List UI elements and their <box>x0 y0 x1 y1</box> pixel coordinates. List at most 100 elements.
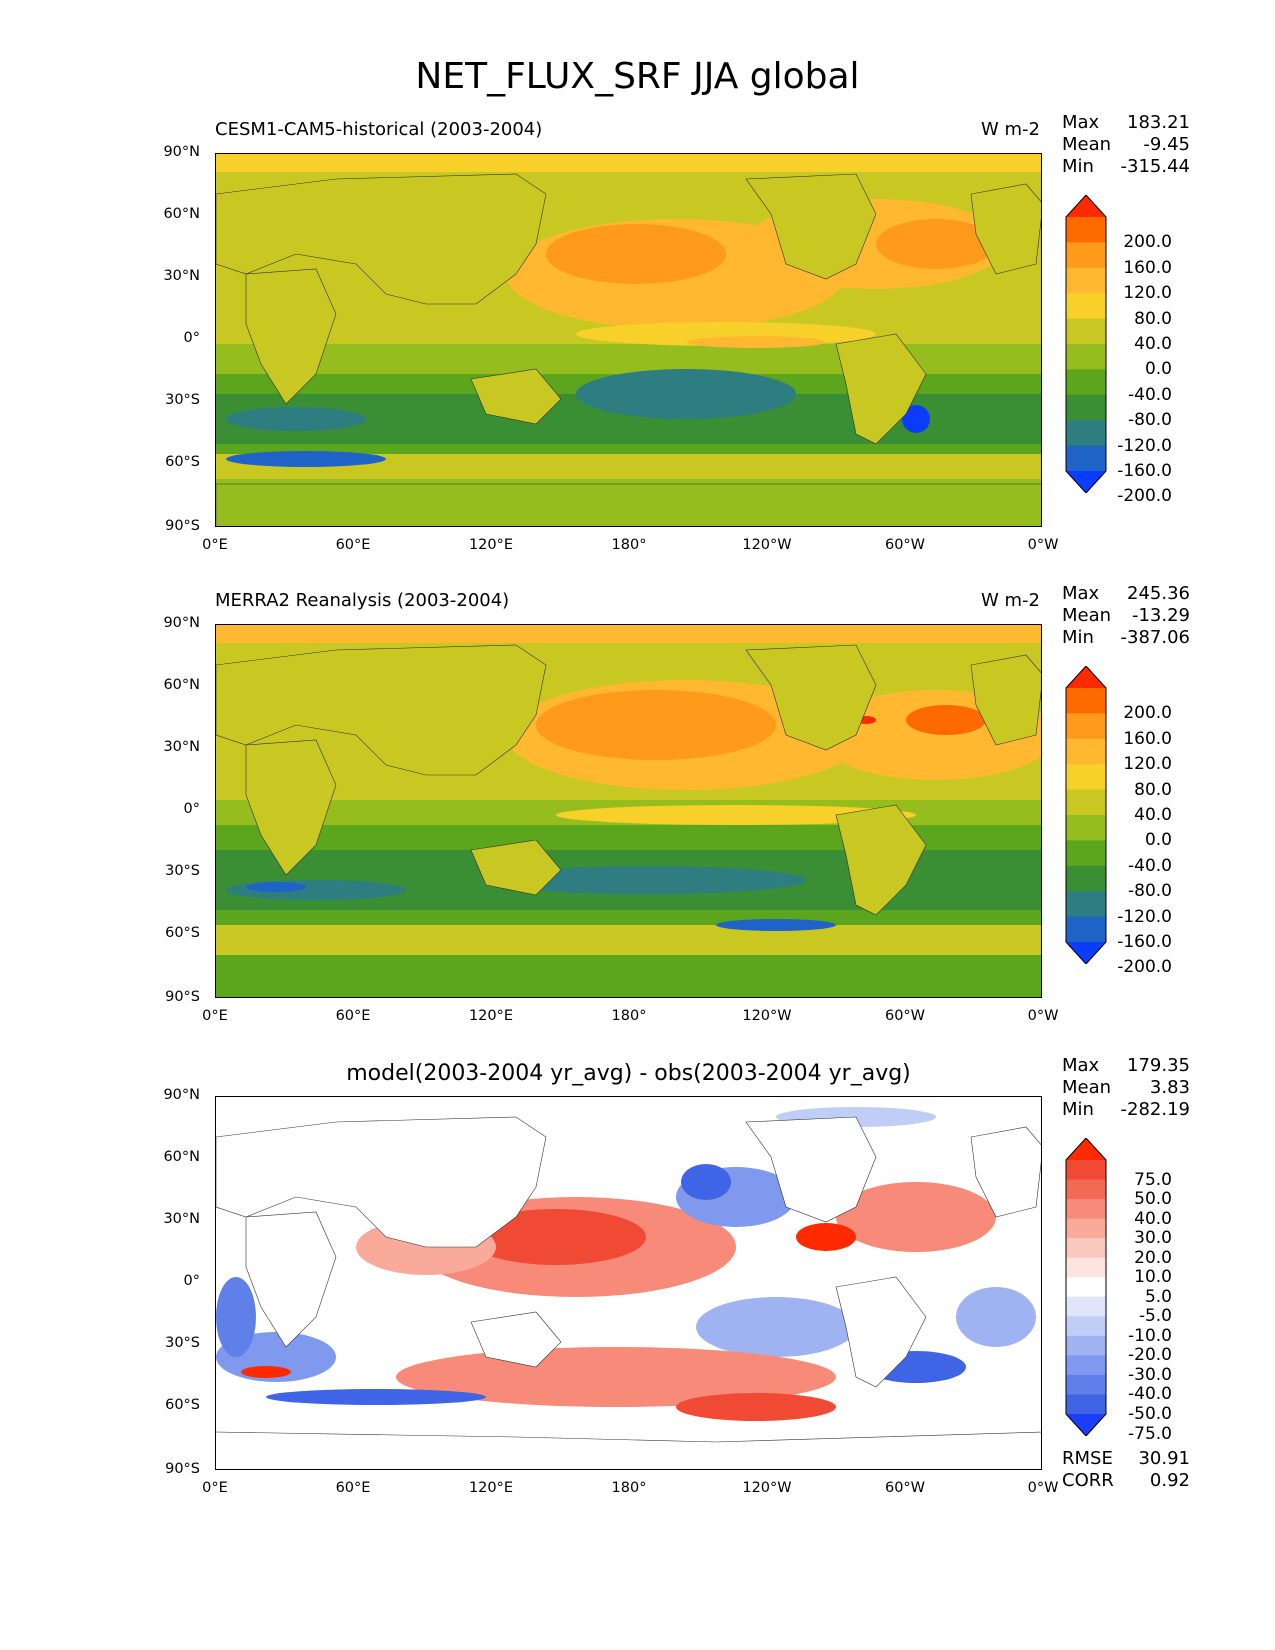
y-tick-label: 60°S <box>165 925 200 941</box>
colorbar-tick-label: 40.0 <box>1134 334 1172 354</box>
y-tick-label: 60°S <box>165 1397 200 1413</box>
colorbar-segment <box>1066 217 1106 243</box>
colorbar-segment <box>1066 1277 1106 1298</box>
y-tick-label: 30°S <box>165 392 200 408</box>
stats-block: Max 183.21 Mean -9.45 Min -315.44 <box>1062 112 1190 178</box>
colorbar-segment <box>1066 1179 1106 1200</box>
y-tick-label: 30°S <box>165 1335 200 1351</box>
colorbar-tick-label: -120.0 <box>1117 906 1172 927</box>
x-tick-label: 60°W <box>884 1008 926 1024</box>
colorbar-segment <box>1066 713 1106 740</box>
colorbar-tick-label: 120.0 <box>1123 754 1172 775</box>
error-stats: RMSE 30.91 CORR 0.92 <box>1062 1448 1190 1492</box>
colorbar-tick-label: -160.0 <box>1117 932 1172 952</box>
colorbar-tick-label: -20.0 <box>1128 1345 1172 1366</box>
x-tick-label: 120°W <box>742 1008 792 1024</box>
colorbar-tick-label: -40.0 <box>1128 855 1172 876</box>
y-tick-label: 30°N <box>163 268 200 284</box>
y-tick-label: 90°S <box>165 518 200 534</box>
colorbar-tick-label: -160.0 <box>1117 461 1172 481</box>
stat-max: 179.35 <box>1127 1055 1190 1076</box>
colorbar: 200.0 160.0 120.0 80.0 40.0 0.0 -40.0 -80.0 -120… <box>1064 665 1172 977</box>
colorbar-tick-label: -200.0 <box>1117 957 1172 978</box>
colorbar-segment <box>1066 445 1106 472</box>
stat-mean: 3.83 <box>1149 1077 1190 1098</box>
x-tick-label: 120°W <box>742 1480 792 1496</box>
colorbar-segment <box>1066 1199 1106 1220</box>
corr-value: 0.92 <box>1149 1470 1190 1491</box>
stat-min: -282.19 <box>1120 1099 1190 1120</box>
x-tick-label: 0°E <box>202 1008 228 1024</box>
colorbar-extend-bottom <box>1066 1414 1106 1436</box>
stats-block: Max 245.36 Mean -13.29 Min -387.06 <box>1062 583 1190 649</box>
y-tick-label: 90°N <box>163 144 200 160</box>
colorbar-tick-label: 10.0 <box>1134 1267 1172 1288</box>
colorbar-segment <box>1066 344 1106 370</box>
x-tick-label: 0°E <box>202 1480 228 1496</box>
x-tick-label: 120°E <box>468 537 514 553</box>
stat-min-label: Min <box>1062 627 1094 648</box>
colorbar-extend-top <box>1066 195 1106 217</box>
colorbar-segment <box>1066 1335 1106 1356</box>
colorbar-segment <box>1066 865 1106 892</box>
stat-max: 245.36 <box>1127 583 1190 604</box>
colorbar-extend-bottom <box>1066 942 1106 964</box>
x-tick-label: 180° <box>611 1480 647 1496</box>
x-tick-label: 180° <box>611 537 647 553</box>
y-tick-label: 90°S <box>165 989 200 1005</box>
colorbar-segment <box>1066 1296 1106 1317</box>
colorbar-segment <box>1066 891 1106 918</box>
colorbar-segment <box>1066 1374 1106 1395</box>
stat-min: -315.44 <box>1120 156 1190 177</box>
x-tick-label: 60°E <box>335 1480 371 1496</box>
colorbar-segment <box>1066 764 1106 791</box>
x-tick-label: 0°W <box>1027 1480 1059 1496</box>
stat-max-label: Max <box>1062 112 1100 133</box>
x-tick-label: 0°W <box>1027 537 1059 553</box>
stats-block: Max 179.35 Mean 3.83 Min -282.19 <box>1062 1055 1190 1121</box>
colorbar-outline <box>1065 194 1107 494</box>
colorbar-segment <box>1066 293 1106 320</box>
colorbar-segment <box>1066 1316 1106 1337</box>
y-tick-label: 0° <box>183 330 200 346</box>
y-tick-label: 90°N <box>163 1087 200 1103</box>
colorbar-tick-label: 80.0 <box>1134 308 1172 329</box>
y-tick-label: 30°S <box>165 863 200 879</box>
colorbar-tick-label: 200.0 <box>1123 703 1172 724</box>
colorbar-segment <box>1066 1257 1106 1278</box>
panel-title-left: MERRA2 Reanalysis (2003-2004) <box>215 590 510 611</box>
colorbar-tick-label: -30.0 <box>1128 1364 1172 1385</box>
stat-mean-label: Mean <box>1062 134 1112 155</box>
map-plot <box>215 1096 1042 1470</box>
colorbar-tick-label: 120.0 <box>1123 283 1172 304</box>
colorbar-segment <box>1066 1218 1106 1239</box>
colorbar-segment <box>1066 267 1106 294</box>
colorbar-tick-label: -40.0 <box>1128 384 1172 405</box>
colorbar-tick-label: 0.0 <box>1144 359 1172 380</box>
y-tick-label: 30°N <box>163 739 200 755</box>
colorbar-tick-label: 40.0 <box>1134 1208 1172 1229</box>
colorbar-tick-label: 75.0 <box>1134 1169 1172 1190</box>
y-tick-label: 90°N <box>163 615 200 631</box>
y-tick-label: 60°N <box>163 1149 200 1165</box>
colorbar-tick-label: 200.0 <box>1123 232 1172 253</box>
colorbar-tick-label: 40.0 <box>1134 805 1172 825</box>
y-tick-label: 90°S <box>165 1461 200 1477</box>
colorbar-tick-label: -80.0 <box>1128 410 1172 431</box>
colorbar: 200.0 160.0 120.0 80.0 40.0 0.0 -40.0 -80.0 -120… <box>1064 194 1172 506</box>
colorbar-tick-label: -5.0 <box>1138 1306 1172 1327</box>
colorbar-segment <box>1066 789 1106 816</box>
panel-title-left: CESM1-CAM5-historical (2003-2004) <box>215 119 543 140</box>
colorbar-segment <box>1066 242 1106 269</box>
corr-label: CORR <box>1062 1470 1114 1491</box>
stat-max: 183.21 <box>1127 112 1190 133</box>
colorbar-segment <box>1066 394 1106 421</box>
colorbar-tick-label: 80.0 <box>1134 779 1172 800</box>
colorbar-outline <box>1065 1137 1107 1437</box>
x-tick-label: 180° <box>611 1008 647 1024</box>
stat-min: -387.06 <box>1120 627 1190 648</box>
colorbar-segment <box>1066 916 1106 943</box>
colorbar-tick-label: 30.0 <box>1134 1228 1172 1249</box>
rmse-value: 30.91 <box>1138 1448 1190 1469</box>
colorbar-tick-label: -80.0 <box>1128 881 1172 902</box>
